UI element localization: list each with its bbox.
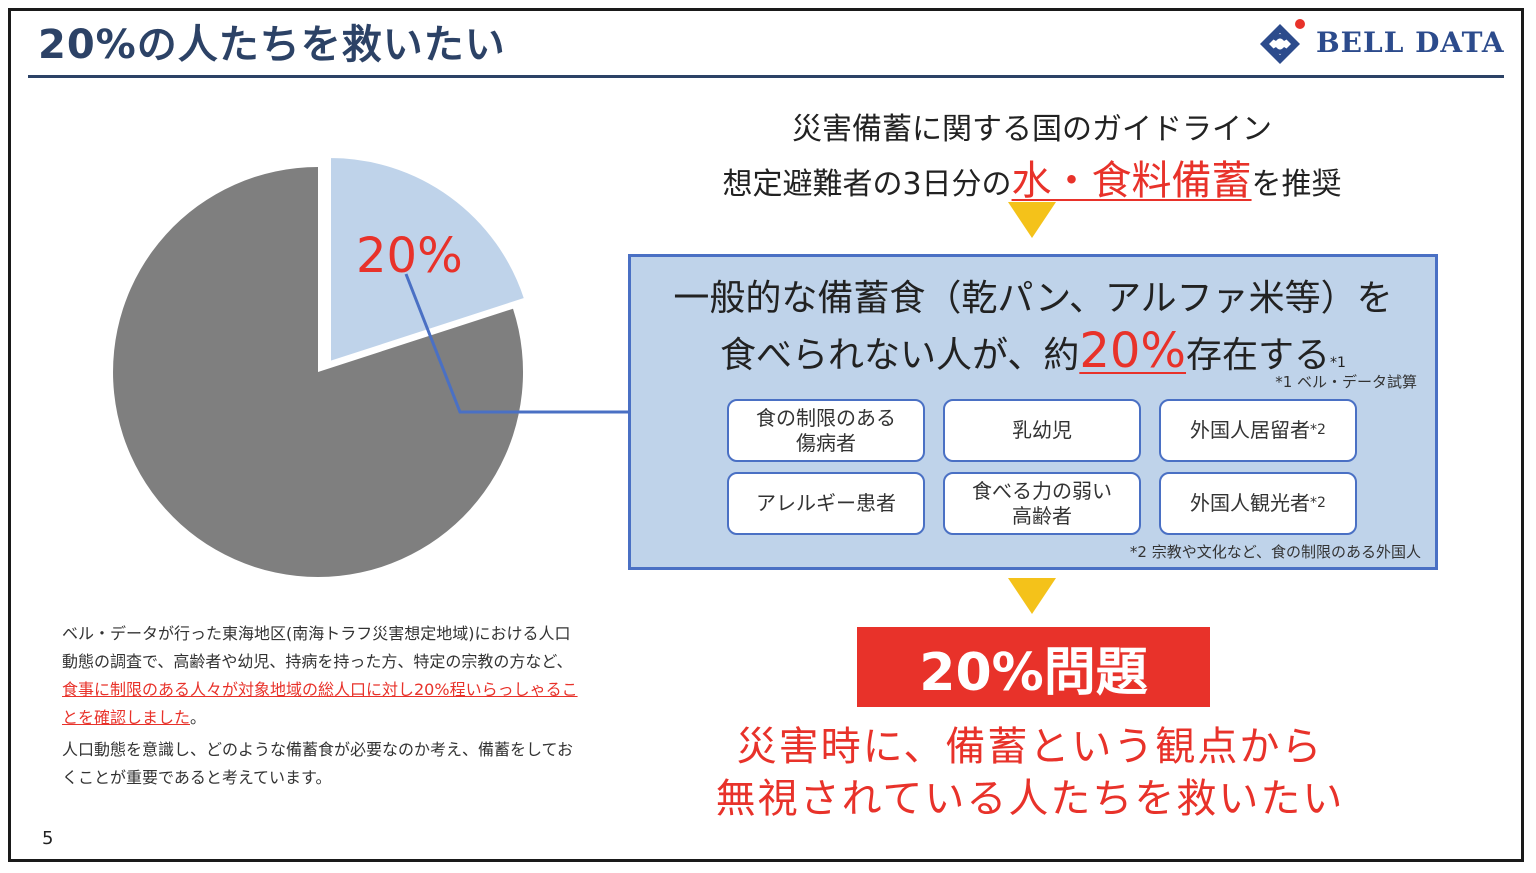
category-line1: 外国人観光者 xyxy=(1190,491,1311,515)
guideline-title: 災害備蓄に関する国のガイドライン xyxy=(792,112,1272,147)
guideline-text-post: を推奨 xyxy=(1251,167,1342,202)
mission-line2: 無視されている人たちを救いたい xyxy=(715,776,1345,822)
footnote-2: *2 宗教や文化など、食の制限のある外国人 xyxy=(1129,543,1421,561)
description-paragraph-2: 人口動態を意識し、どのような備蓄食が必要なのか考え、備蓄をしておくことが重要であ… xyxy=(62,740,574,787)
category-line2: 高齢者 xyxy=(1012,503,1072,528)
mission-line1: 災害時に、備蓄という観点から xyxy=(736,724,1324,770)
guideline-recommendation: 想定避難者の3日分の水・食料備蓄を推奨 xyxy=(660,148,1404,206)
category-item: 食の制限のある 傷病者 xyxy=(727,399,925,462)
category-line1: 乳幼児 xyxy=(1012,418,1072,442)
info-footnote-mark: *1 xyxy=(1330,355,1346,371)
info-box: 一般的な備蓄食（乾パン、アルファ米等）を 食べられない人が、約20%存在する*1… xyxy=(628,254,1438,570)
category-line1: アレルギー患者 xyxy=(756,491,896,515)
slide-title: 20%の人たちを救いたい xyxy=(38,22,506,68)
category-footnote-mark: *2 xyxy=(1310,495,1326,511)
title-divider xyxy=(28,75,1504,78)
category-grid: 食の制限のある 傷病者 乳幼児 外国人居留者 *2 アレルギー患者 食べる力の弱い高… xyxy=(727,399,1359,535)
callout-line xyxy=(404,273,630,414)
bell-data-logo-icon xyxy=(1260,19,1305,64)
description: ベル・データが行った東海地区(南海トラフ災害想定地域)における人口動態の調査で、… xyxy=(62,620,582,796)
pie-highlight-slice xyxy=(329,155,527,364)
category-item: 乳幼児 xyxy=(943,399,1141,462)
logo-text: BELL DATA xyxy=(1316,25,1505,59)
category-line1: 食の制限のある xyxy=(756,405,896,430)
page-number: 5 xyxy=(42,828,54,849)
down-arrow-icon xyxy=(1008,578,1056,614)
info-box-line1: 一般的な備蓄食（乾パン、アルファ米等）を xyxy=(673,278,1393,319)
down-arrow-icon xyxy=(1008,202,1056,238)
category-item: 外国人居留者 *2 xyxy=(1159,399,1357,462)
bell-data-logo: BELL DATA xyxy=(1256,16,1506,68)
category-line1: 外国人居留者 xyxy=(1190,418,1311,442)
category-item: アレルギー患者 xyxy=(727,472,925,535)
category-item: 外国人観光者 *2 xyxy=(1159,472,1357,535)
info-text-pre: 食べられない人が、約 xyxy=(720,335,1080,376)
description-highlight: 食事に制限のある人々が対象地域の総人口に対し20%程いらっしゃることを確認しまし… xyxy=(62,680,578,727)
category-footnote-mark: *2 xyxy=(1310,422,1326,438)
pie-slice-label: 20% xyxy=(356,228,463,284)
info-accent-percent: 20% xyxy=(1079,323,1187,379)
category-line1: 食べる力の弱い xyxy=(972,478,1112,503)
category-item: 食べる力の弱い 高齢者 xyxy=(943,472,1141,535)
guideline-text-pre: 想定避難者の3日分の xyxy=(722,167,1012,202)
category-line2: 傷病者 xyxy=(796,430,856,455)
description-text-end: 。 xyxy=(190,708,207,727)
pie-main-segment xyxy=(113,167,524,577)
description-paragraph-1: ベル・データが行った東海地区(南海トラフ災害想定地域)における人口動態の調査で、… xyxy=(62,620,582,732)
guideline-accent: 水・食料備蓄 xyxy=(1011,158,1252,204)
info-text-post: 存在する xyxy=(1186,335,1331,376)
description-text: ベル・データが行った東海地区(南海トラフ災害想定地域)における人口動態の調査で、… xyxy=(62,624,573,671)
footnote-1: *1 ベル・データ試算 xyxy=(1275,373,1417,391)
problem-banner: 20%問題 xyxy=(857,627,1210,707)
pie-chart xyxy=(113,155,630,577)
info-box-line2: 食べられない人が、約20%存在する*1 xyxy=(631,323,1435,379)
